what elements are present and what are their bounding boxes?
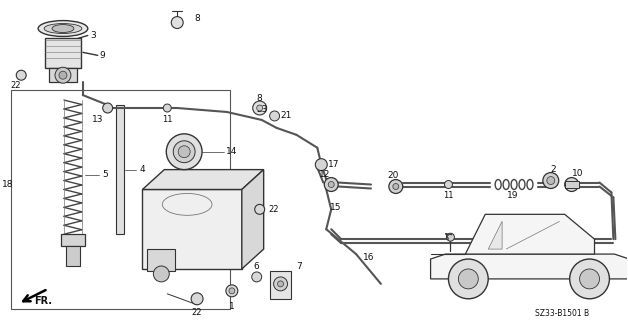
Circle shape (255, 204, 264, 214)
Circle shape (257, 105, 263, 111)
Text: 6: 6 (254, 262, 259, 271)
Circle shape (274, 277, 288, 291)
Polygon shape (465, 214, 595, 254)
Ellipse shape (52, 25, 74, 33)
Text: 2: 2 (550, 165, 556, 174)
Text: 1: 1 (229, 302, 235, 311)
Circle shape (393, 184, 399, 189)
Circle shape (252, 272, 262, 282)
Circle shape (166, 134, 202, 170)
Circle shape (543, 172, 559, 188)
Circle shape (580, 269, 600, 289)
Polygon shape (488, 221, 502, 249)
Bar (116, 105, 124, 234)
Circle shape (547, 177, 555, 185)
Circle shape (448, 259, 488, 299)
Bar (565, 180, 578, 188)
Text: 11: 11 (162, 116, 173, 124)
Text: 8: 8 (257, 93, 263, 103)
Circle shape (570, 259, 609, 299)
Text: 11: 11 (443, 191, 453, 200)
Bar (45, 38, 81, 68)
Circle shape (458, 269, 479, 289)
Text: FR.: FR. (34, 296, 52, 306)
Circle shape (16, 70, 26, 80)
Circle shape (445, 180, 452, 188)
Circle shape (252, 101, 267, 115)
Bar (66, 246, 80, 266)
Circle shape (226, 285, 238, 297)
Polygon shape (143, 170, 264, 189)
Text: SZ33-B1501 B: SZ33-B1501 B (536, 309, 590, 318)
Circle shape (229, 288, 235, 294)
Circle shape (447, 233, 455, 241)
Circle shape (173, 141, 195, 163)
Text: 23: 23 (256, 106, 268, 115)
Text: 12: 12 (318, 170, 330, 179)
Circle shape (191, 293, 203, 305)
Text: 21: 21 (281, 111, 292, 120)
Text: 22: 22 (10, 81, 21, 90)
Text: 19: 19 (507, 191, 519, 200)
Bar (11, 90, 230, 309)
Circle shape (178, 146, 190, 158)
Circle shape (269, 111, 279, 121)
Text: 20: 20 (387, 171, 399, 180)
Text: 4: 4 (139, 165, 145, 174)
Polygon shape (506, 221, 560, 249)
Circle shape (278, 281, 283, 287)
Text: 16: 16 (363, 252, 375, 261)
Circle shape (324, 178, 338, 191)
Circle shape (389, 180, 403, 194)
Polygon shape (242, 170, 264, 269)
Circle shape (59, 71, 67, 79)
Bar (61, 234, 85, 246)
Text: 9: 9 (100, 51, 106, 60)
Bar (143, 189, 242, 269)
Circle shape (163, 104, 171, 112)
Bar (148, 249, 175, 271)
Ellipse shape (44, 24, 82, 34)
Text: 22: 22 (192, 308, 202, 317)
Text: 3: 3 (90, 31, 95, 40)
Polygon shape (431, 254, 628, 279)
Text: 15: 15 (330, 203, 342, 212)
Circle shape (171, 17, 183, 28)
Bar (49, 68, 77, 82)
Text: 22: 22 (268, 205, 279, 214)
Circle shape (328, 181, 334, 188)
Text: 18: 18 (1, 180, 13, 189)
Circle shape (565, 178, 578, 191)
Text: 13: 13 (92, 116, 104, 124)
Circle shape (153, 266, 170, 282)
Text: 5: 5 (102, 170, 107, 179)
Text: 17: 17 (327, 160, 339, 169)
Circle shape (315, 159, 327, 171)
Ellipse shape (38, 20, 88, 36)
Text: 7: 7 (296, 262, 302, 271)
Circle shape (103, 103, 112, 113)
Text: 14: 14 (226, 147, 237, 156)
Circle shape (55, 67, 71, 83)
Text: 10: 10 (572, 169, 583, 178)
Bar (269, 271, 291, 299)
Text: 8: 8 (194, 14, 200, 23)
